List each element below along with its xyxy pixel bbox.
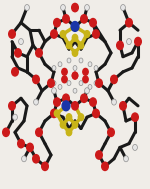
- Circle shape: [62, 76, 67, 83]
- Circle shape: [27, 143, 33, 152]
- Circle shape: [81, 15, 87, 23]
- Circle shape: [72, 72, 78, 79]
- Circle shape: [93, 30, 99, 38]
- Circle shape: [67, 81, 71, 86]
- Circle shape: [112, 99, 116, 105]
- Circle shape: [93, 109, 99, 118]
- Circle shape: [126, 19, 132, 27]
- Circle shape: [121, 5, 125, 11]
- Circle shape: [133, 144, 137, 150]
- Circle shape: [108, 128, 114, 136]
- Circle shape: [63, 94, 69, 102]
- Circle shape: [90, 98, 96, 106]
- Circle shape: [60, 121, 66, 128]
- Circle shape: [66, 114, 72, 121]
- Circle shape: [88, 84, 92, 89]
- Circle shape: [33, 75, 39, 84]
- Circle shape: [90, 19, 96, 27]
- Circle shape: [94, 81, 98, 86]
- Circle shape: [127, 39, 131, 45]
- Circle shape: [60, 31, 66, 37]
- Circle shape: [78, 114, 84, 121]
- Circle shape: [94, 66, 98, 70]
- Circle shape: [48, 79, 54, 87]
- Circle shape: [13, 114, 17, 120]
- Circle shape: [63, 15, 69, 23]
- Circle shape: [62, 101, 70, 111]
- Circle shape: [72, 34, 78, 41]
- Circle shape: [73, 88, 77, 93]
- Circle shape: [25, 5, 29, 11]
- Circle shape: [51, 30, 57, 38]
- Circle shape: [54, 110, 60, 117]
- Circle shape: [54, 19, 60, 27]
- Circle shape: [52, 66, 56, 70]
- Circle shape: [73, 66, 77, 70]
- Circle shape: [79, 58, 83, 63]
- Circle shape: [22, 156, 26, 162]
- Circle shape: [58, 62, 62, 67]
- Circle shape: [58, 84, 62, 89]
- Circle shape: [52, 88, 56, 94]
- Circle shape: [34, 99, 38, 105]
- Circle shape: [9, 102, 15, 110]
- Circle shape: [83, 76, 88, 83]
- Circle shape: [18, 139, 24, 148]
- Circle shape: [96, 79, 102, 87]
- Circle shape: [12, 68, 18, 76]
- Circle shape: [19, 39, 23, 45]
- Circle shape: [36, 128, 42, 136]
- Circle shape: [62, 68, 67, 75]
- Circle shape: [102, 162, 108, 170]
- Circle shape: [71, 22, 79, 31]
- Circle shape: [78, 42, 84, 49]
- Circle shape: [72, 72, 78, 79]
- Circle shape: [15, 49, 21, 57]
- Circle shape: [66, 129, 72, 136]
- Circle shape: [132, 113, 138, 121]
- Circle shape: [84, 31, 90, 37]
- Circle shape: [111, 75, 117, 84]
- Circle shape: [42, 162, 48, 170]
- Circle shape: [9, 30, 15, 38]
- Circle shape: [67, 58, 71, 63]
- Circle shape: [72, 22, 78, 31]
- Circle shape: [79, 81, 83, 86]
- Circle shape: [3, 128, 9, 136]
- Circle shape: [54, 98, 60, 106]
- Circle shape: [72, 3, 78, 12]
- Circle shape: [72, 50, 78, 56]
- Circle shape: [88, 62, 92, 67]
- Circle shape: [81, 94, 87, 102]
- Circle shape: [72, 102, 78, 110]
- Circle shape: [52, 81, 56, 86]
- Circle shape: [85, 5, 89, 11]
- Circle shape: [96, 151, 102, 159]
- Circle shape: [72, 121, 78, 128]
- Circle shape: [85, 88, 89, 94]
- Circle shape: [117, 41, 123, 50]
- Circle shape: [66, 42, 72, 49]
- Circle shape: [83, 68, 88, 75]
- Circle shape: [61, 5, 65, 11]
- Circle shape: [33, 155, 39, 163]
- Circle shape: [135, 37, 141, 46]
- Circle shape: [51, 109, 57, 118]
- Circle shape: [36, 49, 42, 57]
- Circle shape: [120, 102, 126, 110]
- Circle shape: [124, 156, 128, 162]
